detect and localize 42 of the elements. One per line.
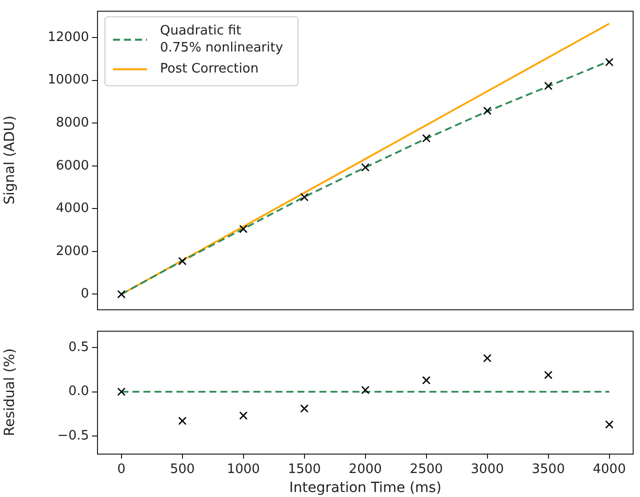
point [361, 386, 370, 394]
x-tick-label: 2500 [410, 462, 443, 477]
x-tick-label: 3000 [470, 462, 504, 477]
y-tick-label: 0 [80, 286, 89, 302]
y-tick-label: 12000 [48, 30, 89, 45]
point [178, 416, 187, 426]
point [300, 404, 309, 413]
point [605, 420, 614, 429]
y-tick-label: 10000 [48, 72, 89, 88]
legend-label: Post Correction [160, 62, 259, 77]
x-tick-label: 500 [170, 462, 195, 477]
y-tick-label: 4000 [56, 201, 89, 216]
point [544, 370, 552, 380]
point [422, 134, 431, 142]
x-tick-label: 1000 [226, 462, 260, 477]
point [483, 106, 492, 115]
y-axis-title: Residual (%) [2, 348, 18, 436]
y-tick-label: 6000 [56, 158, 89, 174]
point [117, 388, 126, 396]
y-tick-label: −0.5 [57, 428, 89, 444]
point [239, 224, 248, 234]
x-tick-label: 2000 [348, 462, 382, 477]
x-tick-label: 0 [117, 462, 126, 477]
y-tick-label: 0.0 [68, 384, 89, 400]
x-tick-label: 3500 [532, 462, 565, 477]
point [483, 354, 492, 362]
x-tick-label: 1500 [288, 462, 321, 477]
point [361, 163, 370, 172]
y-axis-title: Signal (ADU) [2, 116, 18, 204]
y-tick-label: 2000 [56, 244, 89, 259]
point [605, 58, 614, 66]
y-tick-label: 8000 [56, 115, 89, 130]
point [239, 411, 248, 420]
legend-label: Quadratic fit 0.75% nonlinearity [160, 24, 284, 56]
point [544, 82, 552, 90]
x-tick-label: 4000 [592, 462, 626, 477]
point [300, 192, 309, 202]
point [422, 376, 431, 384]
y-tick-label: 0.5 [68, 340, 89, 355]
x-axis-title: Integration Time (ms) [289, 480, 442, 496]
point [178, 256, 187, 266]
point [117, 290, 126, 298]
